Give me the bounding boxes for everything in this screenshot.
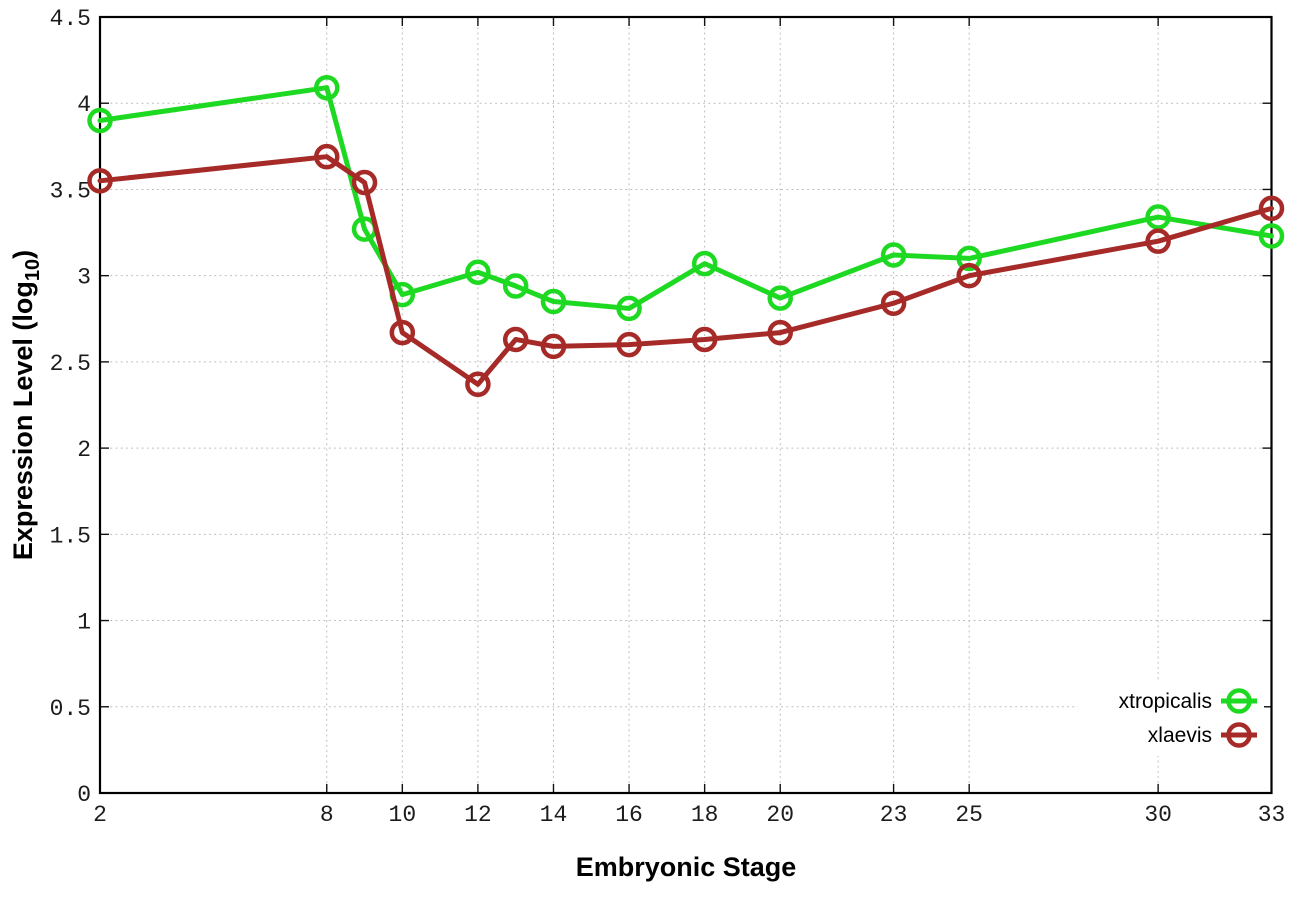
- data-point-xtropicalis-stage-14: [540, 288, 567, 315]
- data-point-xlaevis-stage-25: [956, 262, 982, 289]
- data-point-xlaevis-stage-2: [87, 168, 113, 194]
- legend-sample-marker-xtropicalis: [1226, 688, 1252, 714]
- data-point-xlaevis-stage-16: [616, 331, 642, 358]
- x-tick-label: 18: [691, 802, 719, 828]
- data-point-xtropicalis-stage-12: [465, 259, 491, 285]
- data-point-xlaevis-stage-12: [465, 371, 491, 398]
- y-tick-label: 4.5: [50, 6, 91, 32]
- data-point-xtropicalis-stage-25: [956, 245, 982, 272]
- data-point-xlaevis-stage-23: [880, 290, 907, 317]
- y-tick-label: 1.5: [50, 523, 91, 549]
- legend: xtropicalis xlaevis: [1078, 680, 1264, 756]
- data-point-xlaevis-stage-14: [540, 333, 567, 360]
- grid: [99, 16, 1272, 794]
- series-line-xtropicalis: [97, 85, 1274, 311]
- legend-label-xtropicalis: xtropicalis: [1119, 690, 1212, 713]
- y-tick-label: 0.5: [50, 696, 91, 722]
- x-tick-labels: 2 8 10 12 14 16 18 20 23 25 30 33: [93, 802, 1285, 828]
- data-point-xtropicalis-stage-13: [502, 273, 529, 299]
- x-tick-label: 20: [766, 802, 794, 828]
- x-tick-label: 33: [1258, 802, 1286, 828]
- series-line-xlaevis: [97, 154, 1274, 387]
- y-tick-label: 3.5: [50, 178, 91, 204]
- plot-border: [98, 15, 1273, 795]
- y-axis-title-main: Expression Level (log: [8, 281, 38, 560]
- x-tick-label: 14: [540, 802, 568, 828]
- x-tick-label: 10: [389, 802, 417, 828]
- data-point-xtropicalis-stage-33: [1258, 223, 1285, 249]
- x-tick-label: 25: [955, 802, 983, 828]
- axis-ticks: [99, 16, 1273, 794]
- data-point-xtropicalis-stage-23: [880, 242, 907, 268]
- data-point-xlaevis-stage-10: [389, 319, 416, 346]
- y-axis-title-subscript: 10: [22, 259, 44, 281]
- y-tick-label: 0: [77, 782, 91, 808]
- data-point-xtropicalis-stage-18: [691, 250, 718, 277]
- y-tick-label: 1: [77, 610, 91, 636]
- data-point-xtropicalis-stage-8: [313, 74, 340, 101]
- x-tick-label: 16: [615, 802, 643, 828]
- y-tick-label: 4: [77, 92, 91, 118]
- data-point-xlaevis-stage-8: [313, 143, 340, 170]
- data-point-xtropicalis-stage-30: [1145, 204, 1171, 230]
- plot-frame: [98, 15, 1273, 795]
- x-tick-label: 23: [880, 802, 908, 828]
- data-point-xtropicalis-stage-2: [87, 107, 113, 134]
- data-point-xtropicalis-stage-20: [767, 285, 793, 311]
- data-point-xlaevis-stage-13: [502, 326, 529, 353]
- data-point-xlaevis-stage-9: [351, 169, 378, 196]
- data-point-xlaevis-stage-18: [691, 326, 718, 353]
- x-tick-label: 30: [1144, 802, 1172, 828]
- x-tick-label: 12: [464, 802, 492, 828]
- data-point-xlaevis-stage-20: [767, 319, 793, 346]
- legend-label-xlaevis: xlaevis: [1148, 724, 1212, 747]
- series: [87, 74, 1285, 398]
- y-tick-labels: 0 0.5 1 1.5 2 2.5 3 3.5 4 4.5: [50, 6, 91, 808]
- y-axis-title-close: ): [8, 250, 38, 259]
- y-tick-label: 2.5: [50, 351, 91, 377]
- y-tick-label: 3: [77, 265, 91, 291]
- y-axis-title: Expression Level (log10): [8, 250, 44, 560]
- x-axis-title: Embryonic Stage: [576, 852, 797, 882]
- x-tick-label: 8: [320, 802, 334, 828]
- data-point-xlaevis-stage-33: [1258, 195, 1285, 222]
- x-tick-label: 2: [93, 802, 107, 828]
- y-tick-label: 2: [77, 437, 91, 463]
- data-point-xlaevis-stage-30: [1145, 228, 1171, 254]
- data-point-xtropicalis-stage-16: [616, 295, 642, 322]
- legend-sample-marker-xlaevis: [1226, 722, 1252, 748]
